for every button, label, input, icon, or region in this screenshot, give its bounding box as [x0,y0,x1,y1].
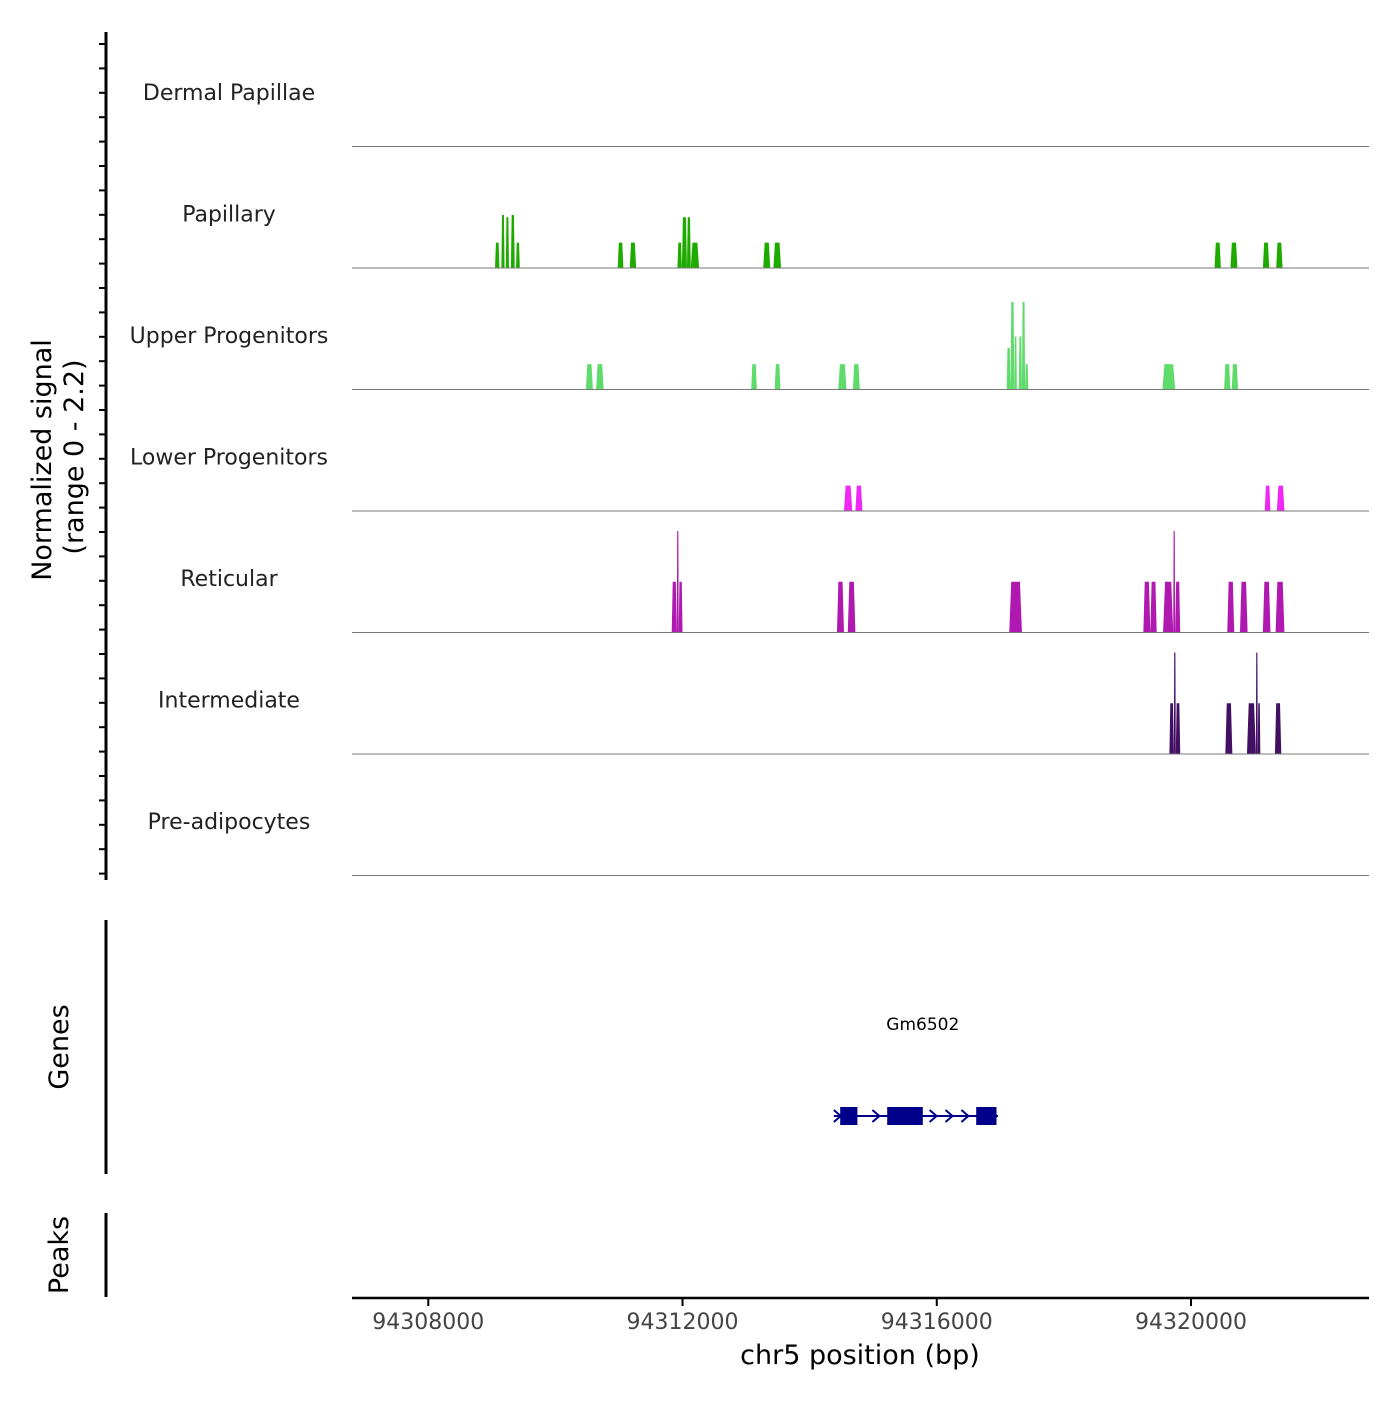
strand-arrow [871,1109,881,1123]
coverage-peak [1224,364,1231,390]
track-reticular: Reticular [180,531,1369,633]
coverage-peak [1169,703,1174,754]
track-label: Dermal Papillae [143,81,315,106]
coverage-peak [1143,581,1151,633]
track-label: Lower Progenitors [130,446,328,471]
coverage-peak [1175,703,1181,754]
coverage-peak [671,581,677,633]
x-tick-label: 94316000 [881,1310,993,1335]
coverage-peak [1225,703,1233,754]
coverage-peak [763,242,771,268]
coverage-tracks: Dermal Papillae Papillary Upper Progenitor… [130,81,1369,876]
coverage-peak [1018,336,1022,390]
coverage-peak [677,242,682,268]
coverage-peak [1021,301,1026,390]
coverage-peak [676,531,679,633]
coverage-peak [1246,703,1256,754]
coverage-peak [617,242,624,268]
coverage-peak [1009,581,1022,633]
coverage-peak [1150,581,1157,633]
coverage-peak [1214,242,1221,268]
coverage-peak [773,242,782,268]
coverage-peak [681,217,687,268]
track-papillary: Papillary [182,203,1369,269]
gene-exon [840,1107,858,1125]
coverage-peak [1264,485,1271,511]
gene-annotations: Gm6502 [833,1015,999,1125]
coverage-peak [596,364,604,390]
coverage-peak [505,217,509,268]
coverage-peak [1230,242,1238,268]
track-label: Upper Progenitors [130,324,329,349]
track-label: Reticular [180,567,278,592]
coverage-peak [510,214,515,268]
coverage-peak [1274,703,1282,754]
coverage-peak [1162,364,1176,390]
track-upper-progenitors: Upper Progenitors [130,301,1369,390]
coverage-peak [1275,581,1285,633]
track-intermediate: Intermediate [158,652,1369,755]
coverage-peak [1175,581,1181,633]
coverage-peak [1276,242,1283,268]
coverage-peak [1257,703,1261,754]
coverage-peak [774,364,781,390]
x-axis-ticks: 94308000 94312000 94316000 94320000 [372,1298,1247,1335]
coverage-peak [852,364,860,390]
x-axis-label: chr5 position (bp) [740,1340,980,1371]
coverage-peak [1255,652,1258,754]
coverage-peak [686,217,691,268]
x-tick-label: 94312000 [627,1310,739,1335]
genes-panel-label: Genes [44,1004,75,1089]
coverage-peak [751,364,757,390]
coverage-peak [1227,581,1235,633]
coverage-peak [629,242,637,268]
gene-exon [976,1107,997,1125]
strand-arrow [960,1109,970,1123]
track-label: Intermediate [158,689,300,714]
coverage-peak [690,242,700,268]
track-label: Pre-adipocytes [148,810,311,835]
coverage-peak [1262,581,1271,633]
coverage-peak [1163,581,1174,633]
gene-exon [887,1107,923,1125]
coverage-peak [855,485,863,511]
coverage-peak [1262,242,1270,268]
y-axis-range-label: (range 0 - 2.2) [59,359,90,554]
track-label: Papillary [182,203,276,228]
coverage-peak [1173,652,1176,754]
coverage-peak [1173,531,1176,633]
coverage-peak [515,242,520,268]
strand-arrow [928,1109,939,1123]
track-lower-progenitors: Lower Progenitors [130,446,1369,512]
coverage-peak [836,581,844,633]
track-dermal-papillae: Dermal Papillae [143,81,1369,147]
coverage-peak [678,581,683,633]
gene-gm6502: Gm6502 [833,1015,999,1125]
coverage-peak [1276,485,1285,511]
track-pre-adipocytes: Pre-adipocytes [148,810,1369,876]
coverage-peak [585,364,593,390]
coverage-peak [847,581,856,633]
signal-y-axis-ticks [99,43,106,875]
coverage-peak [843,485,853,511]
coverage-peak [495,242,500,268]
peaks-panel-label: Peaks [44,1216,75,1294]
x-tick-label: 94308000 [372,1310,484,1335]
coverage-peak [1010,301,1015,390]
coverage-peak [501,214,505,268]
coverage-peak [1239,581,1248,633]
coverage-peak [838,364,847,390]
x-tick-label: 94320000 [1135,1310,1247,1335]
strand-arrow [944,1109,955,1123]
gene-label: Gm6502 [886,1015,959,1035]
coverage-peak [1014,336,1017,390]
coverage-peak [1006,347,1011,390]
coverage-peak [1231,364,1239,390]
coverage-peak [1025,364,1029,390]
y-axis-label: Normalized signal [27,339,58,581]
